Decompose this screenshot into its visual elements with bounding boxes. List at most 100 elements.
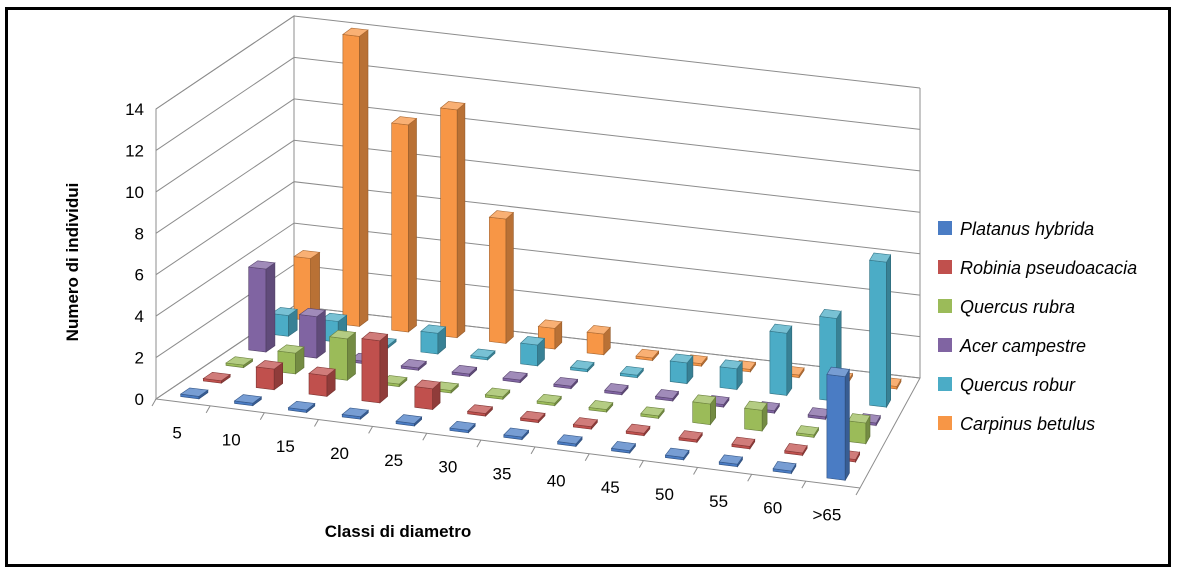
x-tick-mark [205,405,211,414]
bar-top-face [569,360,595,370]
bar-top-face [390,116,418,126]
bar-top-face [420,324,447,334]
gridline [155,98,921,193]
bar [537,319,563,350]
y-tick-label: 6 [135,266,144,285]
bar-top-face [678,430,703,441]
bar-front-face [414,386,434,410]
chart-3d-column: 0 2 4 6 8 10 12 14 5 10 15 20 25 30 35 40 45 50 55 60 >65 N… [63,15,1137,541]
bar-top-face [298,307,327,318]
x-tick-label: 15 [276,437,295,456]
bar-top-face [556,434,583,445]
bar-side-face [786,325,793,397]
bar [233,394,263,407]
y-axis-title: Numero di individui [63,183,82,342]
x-tick-mark [855,487,861,496]
bar [484,387,511,401]
bar-top-face [233,394,263,404]
legend-label: Quercus robur [960,375,1076,395]
bar [390,116,418,333]
x-tick-label: 35 [493,465,512,484]
y-tick-label: 4 [135,307,144,326]
bar [635,348,660,362]
bar-front-face [744,407,763,432]
x-tick-mark [693,467,698,475]
bar [287,400,316,414]
x-tick-label: 20 [330,444,349,463]
x-tick-label: 30 [438,458,457,477]
gridline [155,56,921,151]
bar-top-face [604,383,629,393]
bar [664,447,690,461]
bar [293,250,321,322]
bar-top-face [536,393,562,404]
bar-front-face [420,330,439,355]
x-tick-label: 5 [172,423,181,442]
bar [503,427,530,441]
chart-walls [151,15,921,496]
bar [414,379,441,411]
x-tick-mark [259,412,265,420]
y-tick-label: 12 [125,141,144,160]
y-tick-label: 14 [125,100,144,119]
bar [731,436,756,450]
bar-top-face [247,260,276,270]
bar-top-face [772,461,797,472]
legend-swatch [938,416,952,430]
bar-top-face [341,407,370,418]
x-tick-mark [801,480,807,489]
bar-top-face [342,27,369,37]
bar-top-face [270,307,299,316]
bar [619,365,645,379]
bar [654,389,680,402]
x-axis-title: Classi di diametro [325,522,471,541]
bar [586,325,611,356]
bar-top-face [869,252,892,263]
bar [869,252,892,409]
bar-front-face [248,266,267,353]
bar [247,260,276,353]
bar-top-face [586,325,611,335]
bar [604,383,629,396]
bar [640,406,665,420]
bar-side-face [407,117,417,333]
x-axis-ticks: 5 10 15 20 25 30 35 40 45 50 55 60 >65 [172,423,841,524]
bar-top-face [619,365,645,376]
bar-front-face [255,366,275,391]
bar-top-face [503,427,530,438]
bar [270,307,299,337]
bar [470,348,496,361]
bar-side-face [265,262,276,353]
bar [466,404,494,417]
bar [395,414,423,427]
bar-top-face [439,101,466,111]
bar-front-face [669,360,688,384]
bar [451,364,478,378]
gridline [155,181,921,276]
bar-top-face [669,353,694,364]
bar-top-face [537,319,563,329]
x-tick-mark [476,439,482,448]
bar-top-face [769,323,793,334]
bar-top-face [202,371,232,382]
y-tick-label: 8 [135,224,144,243]
bar-side-face [844,368,850,482]
legend-label: Quercus rubra [960,297,1075,317]
bar [718,454,744,468]
bar-top-face [308,366,336,377]
bar [692,394,717,426]
bar-top-face [179,387,209,397]
bar [553,377,579,390]
x-tick-label: 45 [601,478,620,497]
bar-front-face [489,216,507,344]
bar [439,101,466,339]
legend-swatch [938,377,952,391]
bar [519,410,546,424]
bar-side-face [359,29,369,328]
bar-side-face [316,309,326,359]
bar-top-face [328,329,357,340]
bar-top-face [451,364,478,375]
bar [449,420,476,434]
x-tick-label: 60 [763,499,782,518]
bar-side-face [505,211,514,345]
